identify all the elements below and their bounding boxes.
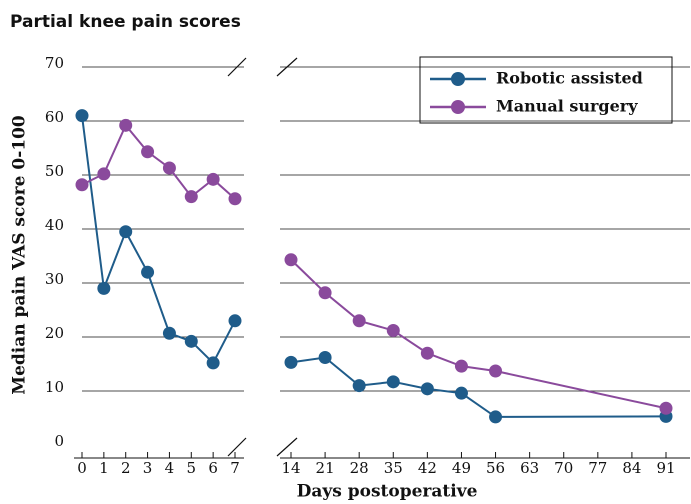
data-point: [318, 351, 332, 365]
y-tick-label: 30: [45, 270, 64, 288]
x-tick-label: 84: [622, 459, 641, 477]
y-tick-label: 70: [45, 54, 64, 72]
data-point: [386, 324, 400, 338]
data-point: [162, 161, 176, 175]
y-axis-label: Median pain VAS score 0-100: [10, 115, 30, 395]
y-tick-label: 50: [45, 162, 64, 180]
x-tick-label: 2: [121, 459, 131, 477]
data-point: [454, 359, 468, 373]
x-tick-label: 3: [143, 459, 153, 477]
data-point: [97, 167, 111, 181]
x-tick-label: 49: [452, 459, 471, 477]
data-point: [318, 286, 332, 300]
legend: Robotic assisted Manual surgery: [419, 56, 673, 124]
data-point: [75, 178, 89, 192]
series-line: [290, 259, 667, 410]
x-tick-label: 70: [554, 459, 573, 477]
data-point: [420, 346, 434, 360]
series-line: [81, 115, 236, 365]
data-point: [386, 375, 400, 389]
x-tick-label: 21: [316, 459, 335, 477]
y-tick-label: 10: [45, 378, 64, 396]
data-point: [206, 172, 220, 186]
data-point: [119, 118, 133, 132]
data-point: [659, 401, 673, 415]
data-point: [454, 386, 468, 400]
data-point: [489, 364, 503, 378]
x-tick-label: 63: [520, 459, 539, 477]
series-line: [290, 356, 667, 418]
series-line: [81, 123, 236, 200]
x-tick-label: 42: [418, 459, 437, 477]
y-tick-label: 20: [45, 324, 64, 342]
data-point: [489, 410, 503, 424]
legend-swatch: [451, 100, 465, 114]
legend-swatch: [451, 72, 465, 86]
data-point: [119, 225, 133, 239]
y-tick-label: 0: [54, 432, 64, 450]
data-point: [97, 281, 111, 295]
x-tick-label: 35: [384, 459, 403, 477]
y-tick-label: 40: [45, 216, 64, 234]
data-point: [184, 334, 198, 348]
chart-title: Partial knee pain scores: [10, 12, 241, 32]
x-tick-label: 77: [588, 459, 607, 477]
x-tick-label: 4: [165, 459, 175, 477]
x-tick-label: 56: [486, 459, 505, 477]
x-tick-label: 5: [187, 459, 197, 477]
x-tick-label: 6: [208, 459, 218, 477]
data-point: [75, 109, 89, 123]
data-point: [228, 314, 242, 328]
x-tick-label: 7: [230, 459, 240, 477]
x-tick-label: 14: [281, 459, 300, 477]
data-point: [141, 145, 155, 159]
x-axis-label: Days postoperative: [297, 482, 478, 502]
data-point: [141, 265, 155, 279]
data-point: [284, 253, 298, 267]
x-tick-label: 28: [350, 459, 369, 477]
legend-label: Robotic assisted: [496, 69, 643, 88]
data-point: [206, 356, 220, 370]
data-point: [420, 382, 434, 396]
data-point: [228, 192, 242, 206]
data-point: [352, 314, 366, 328]
data-point: [352, 379, 366, 393]
data-point: [184, 190, 198, 204]
x-tick-label: 1: [99, 459, 109, 477]
x-tick-label: 91: [656, 459, 675, 477]
legend-label: Manual surgery: [496, 97, 638, 116]
data-point: [284, 355, 298, 369]
data-point: [162, 326, 176, 340]
y-tick-label: 60: [45, 108, 64, 126]
x-tick-label: 0: [77, 459, 87, 477]
